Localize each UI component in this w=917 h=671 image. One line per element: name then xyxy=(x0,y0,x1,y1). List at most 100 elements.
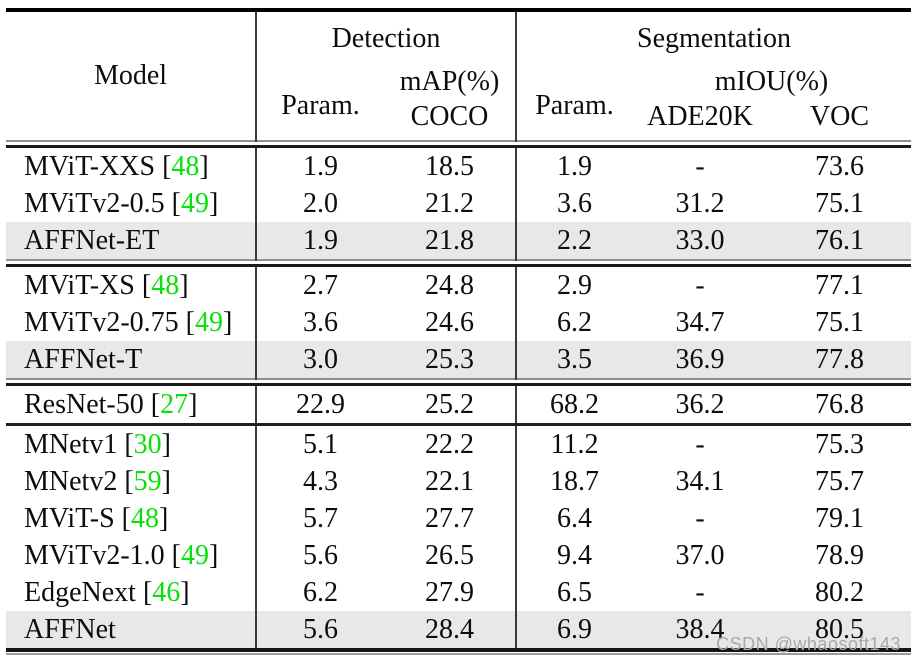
column-header-model: Model xyxy=(6,10,257,141)
det-map-coco-cell: 28.4 xyxy=(384,611,517,650)
model-name: MViT-XS xyxy=(24,269,135,301)
seg-param-cell: 18.7 xyxy=(550,465,599,497)
ade20k-miou-cell: - xyxy=(695,576,705,608)
citation-ref: [46] xyxy=(135,576,190,608)
citation-number: 48 xyxy=(130,502,159,534)
model-name-cell: MViTv2-1.0 [49] xyxy=(6,537,257,574)
citation-ref: [49] xyxy=(178,306,233,338)
citation-number: 48 xyxy=(151,269,180,301)
model-name: MViTv2-0.75 xyxy=(24,306,179,338)
model-name: AFFNet-T xyxy=(24,343,143,375)
table-row: AFFNet 5.6 28.4 6.9 38.4 80.5 xyxy=(6,611,912,650)
column-group-segmentation: Segmentation xyxy=(637,23,791,54)
det-param-cell: 22.9 xyxy=(296,388,345,420)
table-row: AFFNet-T 3.0 25.3 3.5 36.9 77.8 xyxy=(6,341,912,379)
seg-param-cell: 2.9 xyxy=(557,269,592,301)
column-group-detection: Detection xyxy=(256,10,517,62)
citation-ref: [27] xyxy=(143,388,198,420)
ade20k-miou-cell: - xyxy=(695,502,705,534)
model-name-cell: ResNet-50 [27] xyxy=(6,384,257,425)
table-row: MViT-XS [48] 2.7 24.8 2.9 - 77.1 xyxy=(6,265,911,304)
row-separator-rule xyxy=(6,423,912,427)
table-row: MViTv2-0.5 [49] 2.0 21.2 3.6 31.2 75.1 xyxy=(6,185,911,222)
voc-miou-cell: 79.1 xyxy=(815,502,864,534)
model-name-cell: MNetv2 [59] xyxy=(6,463,257,500)
voc-miou-cell: 75.1 xyxy=(815,306,864,338)
model-name-cell: MViT-XXS [48] xyxy=(6,146,257,185)
det-param-cell: 2.7 xyxy=(303,269,338,301)
model-name-cell: MViTv2-0.75 [49] xyxy=(6,304,257,341)
citation-ref: [49] xyxy=(164,187,219,219)
column-header-detection-param: Param. xyxy=(281,90,360,121)
det-map-coco-cell: 24.6 xyxy=(384,304,517,341)
model-name-cell: EdgeNext [46] xyxy=(6,574,257,611)
table-row: MNetv2 [59] 4.3 22.1 18.7 34.1 75.7 xyxy=(6,463,911,500)
ade20k-miou-cell: - xyxy=(695,428,705,460)
citation-number: 49 xyxy=(180,187,209,219)
citation-ref: [49] xyxy=(164,539,219,571)
det-param-cell: 5.6 xyxy=(303,539,338,571)
ade20k-miou-cell: 37.0 xyxy=(675,539,725,571)
det-param-cell: 5.7 xyxy=(303,502,338,534)
column-header-coco: COCO xyxy=(384,98,517,141)
ade20k-miou-cell: 38.4 xyxy=(675,613,725,645)
citation-number: 48 xyxy=(171,150,200,182)
det-param-cell: 4.3 xyxy=(303,465,338,497)
det-map-coco-cell: 24.8 xyxy=(384,265,517,304)
det-param-cell: 1.9 xyxy=(303,224,338,256)
ade20k-miou-cell: - xyxy=(695,150,705,182)
det-param-cell: 1.9 xyxy=(303,150,338,182)
group-separator-rule xyxy=(6,259,912,267)
citation-number: 59 xyxy=(133,465,162,497)
benchmark-results-table: Model Detection Segmentation Param. mAP(… xyxy=(6,8,912,655)
seg-param-cell: 9.4 xyxy=(557,539,592,571)
model-name: MNetv2 xyxy=(24,465,118,497)
citation-number: 46 xyxy=(152,576,181,608)
voc-miou-cell: 75.7 xyxy=(815,465,864,497)
column-header-voc: VOC xyxy=(809,101,870,132)
det-map-coco-cell: 27.7 xyxy=(384,500,517,537)
column-header-segmentation-param: Param. xyxy=(535,90,614,121)
voc-miou-cell: 80.5 xyxy=(815,613,864,645)
det-map-coco-cell: 21.2 xyxy=(384,185,517,222)
group-separator-rule xyxy=(6,378,912,386)
seg-param-cell: 2.2 xyxy=(557,224,592,256)
column-header-map: mAP(%) xyxy=(384,62,517,98)
citation-number: 49 xyxy=(194,306,223,338)
voc-miou-cell: 75.3 xyxy=(815,428,864,460)
table-row: MViT-S [48] 5.7 27.7 6.4 - 79.1 xyxy=(6,500,911,537)
det-map-coco-cell: 25.3 xyxy=(384,341,517,379)
det-param-cell: 5.1 xyxy=(303,428,338,460)
voc-miou-cell: 76.8 xyxy=(815,388,864,420)
seg-param-cell: 6.9 xyxy=(557,613,592,645)
header-bottom-rule xyxy=(6,140,912,148)
model-name: MViT-S xyxy=(24,502,115,534)
model-name-cell: AFFNet-T xyxy=(6,341,257,379)
watermark: CSDN @whaosoft143 xyxy=(716,634,901,654)
model-name-cell: AFFNet xyxy=(6,611,257,650)
det-map-coco-cell: 25.2 xyxy=(384,384,517,425)
column-header-ade20k: ADE20K xyxy=(647,101,753,132)
citation-number: 30 xyxy=(133,428,162,460)
citation-ref: [30] xyxy=(117,428,171,460)
model-name-cell: MViT-S [48] xyxy=(6,500,257,537)
citation-number: 49 xyxy=(180,539,209,571)
det-param-cell: 6.2 xyxy=(303,576,338,608)
table-bottom-rule xyxy=(6,648,912,655)
table-row: MViTv2-0.75 [49] 3.6 24.6 6.2 34.7 75.1 xyxy=(6,304,911,341)
model-name: EdgeNext xyxy=(24,576,136,608)
det-map-coco-cell: 21.8 xyxy=(384,222,517,260)
det-map-coco-cell: 27.9 xyxy=(384,574,517,611)
header-row-datasets: COCO ADE20K VOC xyxy=(6,98,911,141)
citation-number: 27 xyxy=(160,388,189,420)
voc-miou-cell: 77.1 xyxy=(815,269,864,301)
model-name: MViTv2-0.5 xyxy=(24,187,165,219)
table-row: MViT-XXS [48] 1.9 18.5 1.9 - 73.6 xyxy=(6,146,911,185)
model-name-cell: MViT-XS [48] xyxy=(6,265,257,304)
model-name: ResNet-50 xyxy=(24,388,144,420)
det-map-coco-cell: 26.5 xyxy=(384,537,517,574)
voc-miou-cell: 75.1 xyxy=(815,187,864,219)
table-row: MViTv2-1.0 [49] 5.6 26.5 9.4 37.0 78.9 xyxy=(6,537,911,574)
model-name-cell: MViTv2-0.5 [49] xyxy=(6,185,257,222)
